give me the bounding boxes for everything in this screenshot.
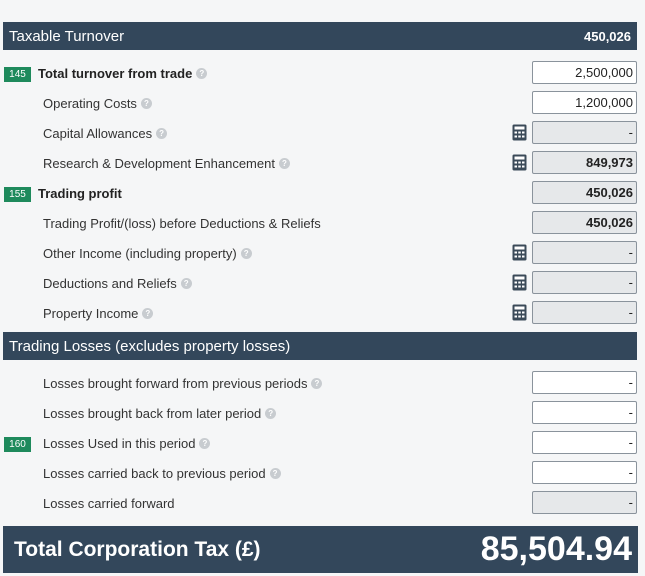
row-rd-enhancement: Research & Development Enhancement? 849,…	[0, 149, 645, 179]
row-operating-costs: Operating Costs? 1,200,000	[0, 89, 645, 119]
row-label: Operating Costs?	[43, 96, 152, 111]
trading-profit-field: 450,026	[532, 181, 637, 204]
rd-enhancement-field: 849,973	[532, 151, 637, 174]
section-title: Taxable Turnover	[9, 27, 125, 45]
total-label: Total Corporation Tax (£)	[14, 537, 261, 561]
box-code-badge: 145	[4, 67, 31, 82]
row-label: Property Income?	[43, 306, 154, 321]
row-deductions-reliefs: Deductions and Reliefs? -	[0, 269, 645, 299]
losses-used-input[interactable]: -	[532, 431, 637, 454]
help-icon[interactable]: ?	[180, 278, 192, 289]
help-icon[interactable]: ?	[140, 98, 152, 109]
calculator-icon[interactable]	[512, 274, 527, 291]
row-losses-brought-back: Losses brought back from later period? -	[0, 399, 645, 429]
help-icon[interactable]: ?	[196, 68, 208, 79]
row-label: Other Income (including property)?	[43, 246, 252, 261]
row-label: Losses brought back from later period?	[43, 406, 277, 421]
deductions-reliefs-field: -	[532, 271, 637, 294]
row-losses-carried-back: Losses carried back to previous period? …	[0, 459, 645, 489]
help-icon[interactable]: ?	[269, 468, 281, 479]
calculator-icon[interactable]	[512, 154, 527, 171]
total-turnover-input[interactable]: 2,500,000	[532, 61, 637, 84]
help-icon[interactable]: ?	[199, 438, 211, 449]
help-icon[interactable]: ?	[240, 248, 252, 259]
row-label: Losses carried back to previous period?	[43, 466, 281, 481]
other-income-field: -	[532, 241, 637, 264]
calculator-icon[interactable]	[512, 124, 527, 141]
total-corporation-tax-bar: Total Corporation Tax (£) 85,504.94	[3, 526, 638, 573]
row-trading-profit: 155 Trading profit 450,026	[0, 179, 645, 209]
taxable-turnover-value: 450,026	[584, 28, 631, 44]
total-value: 85,504.94	[480, 530, 632, 568]
help-icon[interactable]: ?	[311, 378, 323, 389]
row-label: Total turnover from trade?	[38, 66, 208, 81]
row-other-income: Other Income (including property)? -	[0, 239, 645, 269]
trading-losses-header: Trading Losses (excludes property losses…	[3, 332, 637, 360]
row-label: Research & Development Enhancement?	[43, 156, 290, 171]
property-income-field: -	[532, 301, 637, 324]
row-label: Losses brought forward from previous per…	[43, 376, 323, 391]
losses-carried-back-input[interactable]: -	[532, 461, 637, 484]
calculator-icon[interactable]	[512, 304, 527, 321]
taxable-turnover-header: Taxable Turnover 450,026	[3, 22, 637, 50]
help-icon[interactable]: ?	[156, 128, 168, 139]
losses-carried-forward-field: -	[532, 491, 637, 514]
row-label: Capital Allowances?	[43, 126, 168, 141]
calculator-icon[interactable]	[512, 244, 527, 261]
box-code-badge: 155	[4, 187, 31, 202]
row-label: Deductions and Reliefs?	[43, 276, 192, 291]
row-capital-allowances: Capital Allowances? -	[0, 119, 645, 149]
box-code-badge: 160	[4, 437, 31, 452]
losses-brought-forward-input[interactable]: -	[532, 371, 637, 394]
help-icon[interactable]: ?	[265, 408, 277, 419]
profit-before-deductions-field: 450,026	[532, 211, 637, 234]
row-total-turnover: 145 Total turnover from trade? 2,500,000	[0, 59, 645, 89]
row-property-income: Property Income? -	[0, 299, 645, 329]
row-losses-carried-forward: Losses carried forward -	[0, 489, 645, 519]
capital-allowances-field: -	[532, 121, 637, 144]
operating-costs-input[interactable]: 1,200,000	[532, 91, 637, 114]
row-profit-before-deductions: Trading Profit/(loss) before Deductions …	[0, 209, 645, 239]
losses-brought-back-input[interactable]: -	[532, 401, 637, 424]
help-icon[interactable]: ?	[142, 308, 154, 319]
row-label: Trading Profit/(loss) before Deductions …	[43, 216, 321, 231]
section-title: Trading Losses (excludes property losses…	[9, 337, 291, 355]
row-label: Trading profit	[38, 186, 122, 201]
row-label: Losses Used in this period?	[43, 436, 211, 451]
help-icon[interactable]: ?	[278, 158, 290, 169]
row-losses-brought-forward: Losses brought forward from previous per…	[0, 369, 645, 399]
row-label: Losses carried forward	[43, 496, 175, 511]
row-losses-used: 160 Losses Used in this period? -	[0, 429, 645, 459]
